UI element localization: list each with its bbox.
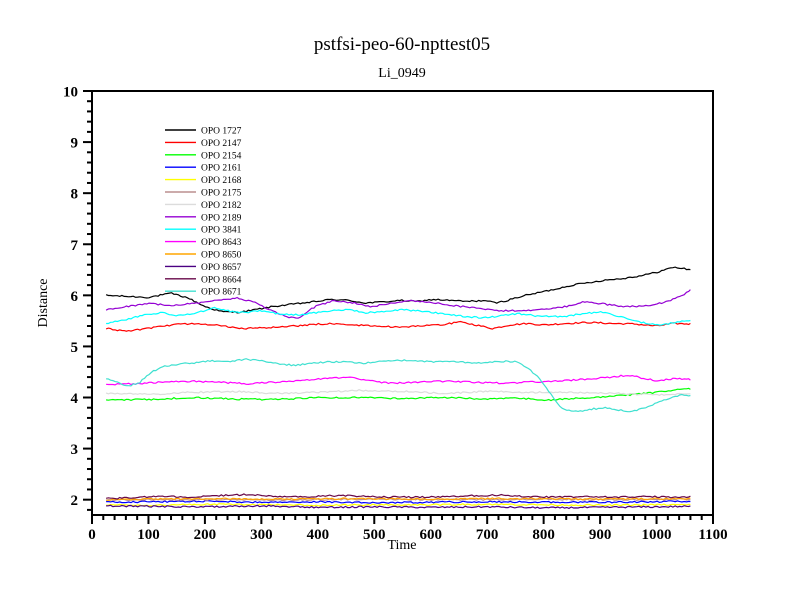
y-tick-label: 6 [71,289,79,305]
series-line-opo-2168 [106,503,691,507]
legend-label: OPO 1727 [201,127,242,137]
y-tick-label: 2 [71,493,79,509]
axis-ticks: 0 100 200 300 400 500 600 700 800 900 1000 1100 2 3 4 5… [63,85,728,544]
y-tick-label: 5 [71,340,79,356]
x-axis-title: Time [387,538,416,553]
x-tick-label: 700 [476,527,499,543]
series-line-opo-3841 [106,306,691,326]
legend-label: OPO 2182 [201,201,242,211]
y-tick-label: 3 [71,442,79,458]
series-line-opo-2154 [106,387,691,402]
chart-subtitle: Li_0949 [378,66,425,81]
series-line-opo-8657 [106,504,691,510]
x-tick-label: 200 [194,527,217,543]
x-tick-label: 900 [589,527,612,543]
legend-label: OPO 2175 [201,189,242,199]
y-tick-label: 7 [71,238,79,254]
legend-label: OPO 2147 [201,139,242,149]
legend-label: OPO 8657 [201,263,242,273]
series-line-opo-8650 [106,497,691,501]
x-tick-label: 400 [307,527,330,543]
plot-frame [91,90,714,516]
legend: OPO 1727 OPO 2147 OPO 2154 OPO 2161 OPO 2168… [165,127,242,298]
series-line-opo-2161 [106,499,691,504]
legend-label: OPO 2168 [201,176,242,186]
series-line-opo-8671 [106,358,691,413]
x-tick-label: 500 [363,527,386,543]
x-tick-label: 1100 [698,527,727,543]
legend-label: OPO 8671 [201,288,242,298]
chart-title: pstfsi-peo-60-npttest05 [314,34,490,55]
y-tick-label: 8 [71,187,79,203]
x-tick-label: 300 [250,527,273,543]
legend-label: OPO 2154 [201,151,242,161]
y-tick-label: 10 [63,85,78,101]
y-tick-label: 9 [71,136,79,152]
y-axis-title: Distance [36,279,51,328]
y-tick-label: 4 [71,391,79,407]
x-tick-label: 1000 [642,527,672,543]
legend-label: OPO 3841 [201,226,242,236]
series-lines [105,266,691,510]
legend-label: OPO 8664 [201,275,242,285]
legend-label: OPO 8643 [201,238,242,248]
x-tick-label: 600 [419,527,442,543]
series-line-opo-2182 [105,389,691,397]
legend-label: OPO 2161 [201,164,242,174]
series-line-opo-8664 [105,493,691,500]
series-line-opo-2189 [105,289,691,319]
series-line-opo-1727 [105,266,691,314]
legend-label: OPO 8650 [201,251,242,261]
series-line-opo-2147 [105,320,691,332]
legend-label: OPO 2189 [201,213,242,223]
x-tick-label: 0 [88,527,96,543]
x-tick-label: 100 [137,527,160,543]
series-line-opo-8643 [106,374,691,386]
plot-frame-group [91,90,714,516]
x-tick-label: 800 [532,527,555,543]
